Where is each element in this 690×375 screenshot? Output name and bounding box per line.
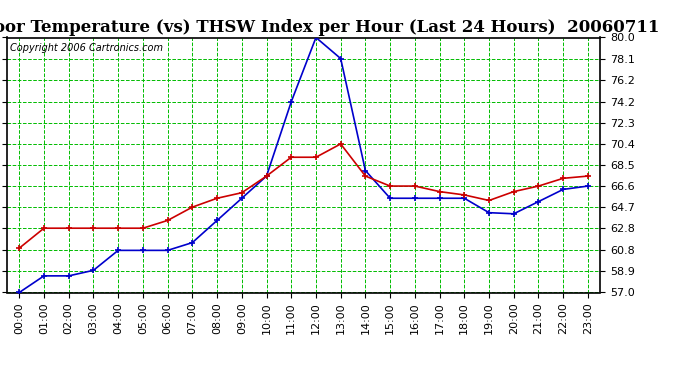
Text: Copyright 2006 Cartronics.com: Copyright 2006 Cartronics.com — [10, 43, 163, 52]
Title: Outdoor Temperature (vs) THSW Index per Hour (Last 24 Hours)  20060711: Outdoor Temperature (vs) THSW Index per … — [0, 19, 659, 36]
